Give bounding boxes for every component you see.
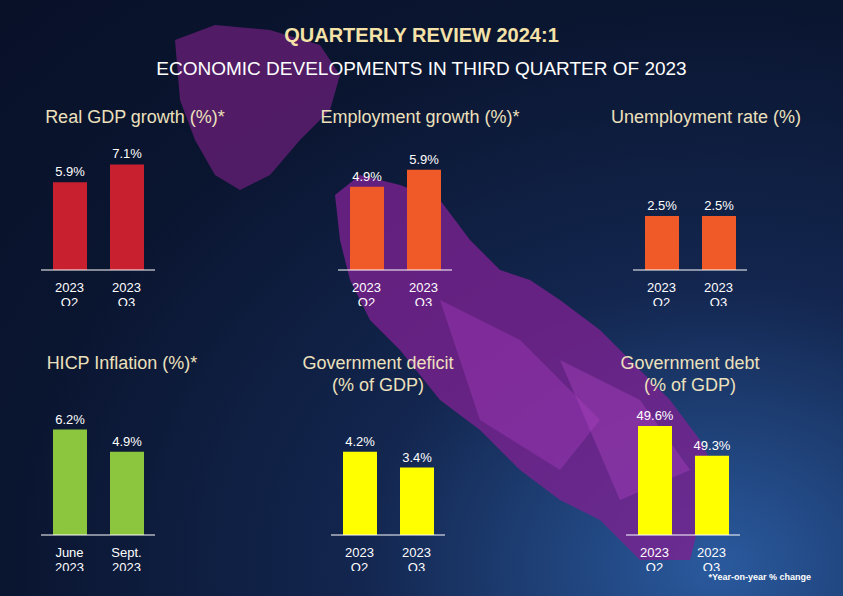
svg-text:6.2%: 6.2%: [55, 412, 85, 427]
html-text:Government deficit: Government deficit: [302, 353, 454, 373]
html-text:ECONOMIC DEVELOPMENTS IN THIRD: ECONOMIC DEVELOPMENTS IN THIRD QUARTER O…: [156, 58, 687, 79]
svg-text:Sept.2023: Sept.2023: [111, 545, 141, 571]
html-text:HICP Inflation (%)*: HICP Inflation (%)*: [46, 353, 198, 373]
html-text:(% of GDP): (% of GDP): [332, 375, 424, 395]
svg-text:4.2%: 4.2%: [345, 434, 375, 449]
svg-text:2023Q3: 2023Q3: [704, 280, 733, 306]
html-text:Government debt: Government debt: [620, 353, 760, 373]
svg-text:2023Q2: 2023Q2: [55, 280, 84, 306]
html-text:Employment growth (%)*: Employment growth (%)*: [320, 107, 520, 127]
svg-text:49.6%: 49.6%: [637, 408, 674, 423]
svg-text:2023Q2: 2023Q2: [647, 280, 676, 306]
svg-text:2.5%: 2.5%: [647, 198, 677, 213]
html-text:*Year-on-year % change: *Year-on-year % change: [708, 572, 811, 582]
svg-text:5.9%: 5.9%: [55, 164, 85, 179]
svg-text:49.3%: 49.3%: [694, 438, 731, 453]
svg-text:2023Q2: 2023Q2: [352, 280, 381, 306]
svg-text:5.9%: 5.9%: [409, 152, 439, 167]
svg-text:June2023: June2023: [55, 545, 84, 571]
svg-text:2.5%: 2.5%: [704, 198, 734, 213]
svg-text:2023Q3: 2023Q3: [402, 545, 431, 571]
svg-text:4.9%: 4.9%: [352, 169, 382, 184]
svg-text:2023Q3: 2023Q3: [409, 280, 438, 306]
html-text:(% of GDP): (% of GDP): [644, 375, 736, 395]
svg-text:2023Q3: 2023Q3: [697, 545, 726, 571]
svg-text:2023Q2: 2023Q2: [640, 545, 669, 571]
svg-text:7.1%: 7.1%: [112, 146, 142, 161]
html-text:Unemployment rate (%): Unemployment rate (%): [611, 107, 801, 127]
html-text:Real GDP growth (%)*: Real GDP growth (%)*: [45, 107, 225, 127]
html-text:QUARTERLY REVIEW 2024:1: QUARTERLY REVIEW 2024:1: [284, 24, 559, 46]
svg-text:4.9%: 4.9%: [112, 434, 142, 449]
svg-text:2023Q2: 2023Q2: [345, 545, 374, 571]
svg-text:3.4%: 3.4%: [402, 450, 432, 465]
svg-text:2023Q3: 2023Q3: [112, 280, 141, 306]
